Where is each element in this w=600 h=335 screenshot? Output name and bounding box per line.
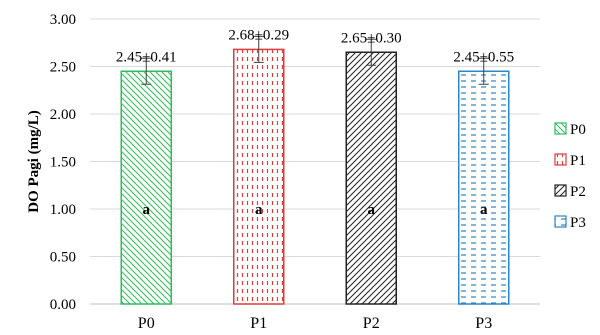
significance-label: a [480,202,488,218]
significance-label: a [255,202,263,218]
legend-label: P1 [570,153,586,169]
legend-swatch [554,184,567,197]
legend-item-p2: P2 [554,184,586,200]
legend-item-p3: P3 [554,215,586,231]
data-label: 2.68±0.29 [228,27,289,43]
y-tick-label: 2.00 [50,107,76,123]
significance-label: a [368,202,376,218]
data-label: 2.45±0.41 [116,49,177,65]
significance-label: a [143,202,151,218]
x-tick-label: P3 [475,315,492,332]
legend-swatch [554,215,567,228]
x-tick-label: P1 [250,315,267,332]
data-label: 2.65±0.30 [341,30,402,46]
x-tick-label: P2 [363,315,380,332]
legend-label: P3 [570,215,586,231]
y-tick-label: 0.50 [50,250,76,266]
y-tick-label: 2.50 [50,60,76,76]
y-tick-label: 1.50 [50,155,76,171]
y-tick-label: 0.00 [50,297,76,313]
legend-label: P0 [570,122,586,138]
bar-p1 [233,48,285,305]
legend-label: P2 [570,184,586,200]
legend-swatch [554,153,567,166]
y-tick-label: 1.00 [50,202,76,218]
y-axis-title: DO Pagi (mg/L) [26,110,42,213]
bar-p3 [458,70,510,305]
bar-p0 [120,70,172,305]
bar-p2 [345,51,397,305]
y-tick-label: 3.00 [50,12,76,28]
legend-swatch [554,122,567,135]
data-label: 2.45±0.55 [453,49,514,65]
legend-item-p1: P1 [554,153,586,169]
legend-item-p0: P0 [554,122,586,138]
x-tick-label: P0 [138,315,155,332]
